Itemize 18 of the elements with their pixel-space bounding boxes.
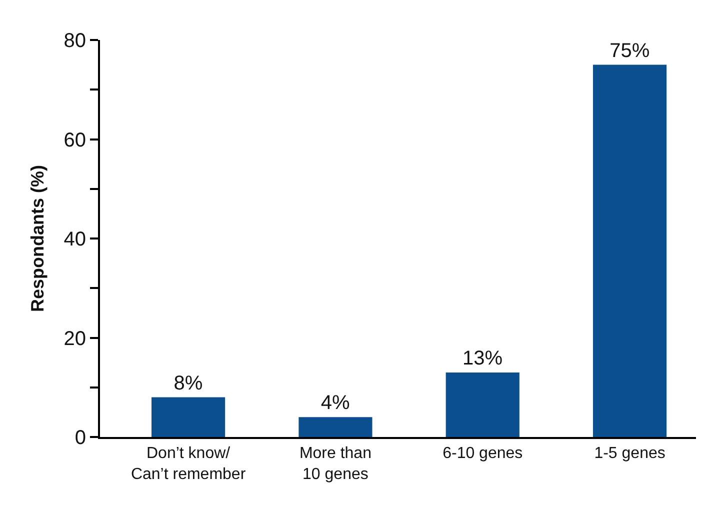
- bar: [446, 372, 520, 437]
- data-label: 4%: [320, 392, 350, 414]
- data-label: 8%: [174, 372, 203, 394]
- x-tick-label: 6-10 genes: [442, 445, 523, 462]
- y-tick-label: 60: [64, 129, 86, 152]
- y-axis-title: Respondants (%): [27, 164, 48, 312]
- data-label: 13%: [462, 347, 503, 370]
- x-tick-label: More than 10 genes: [299, 445, 372, 483]
- bar: [592, 64, 667, 437]
- bar: [298, 417, 372, 437]
- y-tick-label: 80: [64, 30, 86, 52]
- data-label: 75%: [610, 40, 650, 62]
- y-tick-label: 0: [74, 427, 86, 449]
- x-tick-label: 1-5 genes: [594, 445, 666, 462]
- x-tick-label: Don’t know/ Can’t remember: [130, 445, 246, 483]
- y-tick-label: 40: [64, 228, 86, 250]
- bar: [152, 397, 226, 437]
- y-tick-label: 20: [64, 328, 86, 350]
